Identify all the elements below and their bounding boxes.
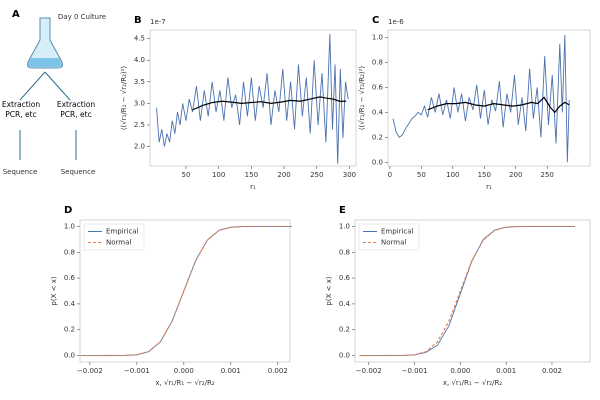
y-tick-label: 0.8	[372, 58, 383, 66]
y-tick-label: 3.0	[134, 99, 145, 107]
y-tick-label: 0.8	[339, 248, 350, 256]
y-tick-label: 0.0	[372, 158, 383, 166]
y-tick-label: 0.8	[64, 248, 75, 256]
x-tick-label: −0.001	[402, 367, 428, 375]
y-tick-label: 0.2	[372, 133, 383, 141]
x-tick-label: 0.000	[450, 367, 470, 375]
legend-box	[83, 223, 145, 251]
panel-label: E	[339, 205, 346, 216]
x-tick-label: 0.001	[496, 367, 516, 375]
panel-label: B	[134, 15, 142, 26]
right-result: Sequence	[61, 168, 96, 176]
legend-label: Empirical	[106, 228, 139, 236]
y-axis-label: ⟨(√r₁/R₁ − √r₂/R₂)²⟩	[120, 66, 128, 131]
x-tick-label: 0.002	[268, 367, 288, 375]
offset-label: 1e-6	[388, 18, 404, 26]
right-step: Extraction PCR, etc	[56, 100, 96, 119]
x-tick-label: 250	[541, 171, 554, 179]
panel-label: C	[372, 15, 379, 26]
y-tick-label: 0.2	[339, 326, 350, 334]
y-tick-label: 0.4	[64, 300, 76, 308]
y-axis-label: p(X < x)	[325, 276, 333, 305]
y-tick-label: 3.5	[134, 78, 145, 86]
x-tick-label: 200	[277, 171, 290, 179]
panel-label: A	[12, 9, 20, 20]
flask	[27, 17, 63, 69]
x-tick-label: 0	[388, 171, 392, 179]
series-line	[156, 34, 349, 164]
diagram: A Day 0 Culture Extraction PCR, etc Extr…	[1, 9, 106, 176]
x-tick-label: −0.001	[124, 367, 150, 375]
y-tick-label: 4.5	[134, 35, 145, 43]
y-tick-label: 0.6	[339, 274, 351, 282]
series-line	[359, 225, 575, 357]
x-axis-label: x, √r₁/R₁ − √r₂/R₂	[155, 379, 214, 387]
y-tick-label: 1.0	[64, 222, 75, 230]
x-axis-label: r₁	[486, 183, 492, 191]
left-result: Sequence	[3, 168, 38, 176]
x-tick-label: 100	[212, 171, 225, 179]
series-line	[192, 96, 347, 111]
arrow	[44, 71, 71, 101]
x-tick-label: 0.001	[221, 367, 241, 375]
y-tick-label: 2.5	[134, 121, 145, 129]
series-line	[80, 225, 292, 357]
y-tick-label: 0.2	[64, 326, 75, 334]
series-line	[427, 96, 570, 114]
panel-label: D	[64, 205, 72, 216]
y-tick-label: 0.0	[339, 352, 350, 360]
step-box: Extraction PCR, etc	[1, 100, 41, 119]
y-tick-label: 0.4	[339, 300, 351, 308]
offset-label: 1e-7	[150, 18, 166, 26]
x-tick-label: 150	[478, 171, 491, 179]
legend-label: Normal	[106, 239, 131, 247]
x-axis-label: x, √r₁/R₁ − √r₂/R₂	[443, 379, 502, 387]
y-tick-label: 1.0	[339, 222, 350, 230]
y-tick-label: 0.6	[64, 274, 76, 282]
y-tick-label: 1.0	[372, 33, 383, 41]
plot-frame	[354, 219, 591, 363]
x-tick-label: −0.002	[77, 367, 103, 375]
flask-liquid	[27, 58, 63, 67]
series-line	[392, 34, 570, 163]
x-tick-label: 250	[310, 171, 323, 179]
x-tick-label: 50	[182, 171, 191, 179]
plot-frame	[387, 29, 591, 167]
legend-box	[358, 223, 420, 251]
y-tick-label: 2.0	[134, 143, 145, 151]
x-tick-label: 200	[509, 171, 522, 179]
x-tick-label: 50	[417, 171, 426, 179]
plot-frame	[79, 219, 291, 363]
x-tick-label: 300	[343, 171, 356, 179]
x-tick-label: 0.000	[174, 367, 194, 375]
x-axis-label: r₁	[250, 183, 256, 191]
step-box: Extraction PCR, etc	[56, 100, 96, 119]
y-axis-label: ⟨(√r₁/R₁ − √r₂/R₂)²⟩	[358, 66, 366, 131]
x-tick-label: 150	[245, 171, 258, 179]
y-axis-label: p(X < x)	[50, 276, 58, 305]
arrow	[19, 71, 46, 101]
y-tick-label: 0.6	[372, 83, 384, 91]
x-tick-label: 0.002	[542, 367, 562, 375]
y-tick-label: 0.0	[64, 352, 75, 360]
left-step: Extraction PCR, etc	[1, 100, 41, 119]
flask-label: Day 0 Culture	[58, 13, 106, 21]
y-tick-label: 4.0	[134, 56, 145, 64]
legend-label: Empirical	[381, 228, 414, 236]
x-tick-label: 100	[446, 171, 459, 179]
legend-label: Normal	[381, 239, 406, 247]
y-tick-label: 0.4	[372, 108, 384, 116]
plot-frame	[149, 29, 357, 167]
x-tick-label: −0.002	[356, 367, 382, 375]
